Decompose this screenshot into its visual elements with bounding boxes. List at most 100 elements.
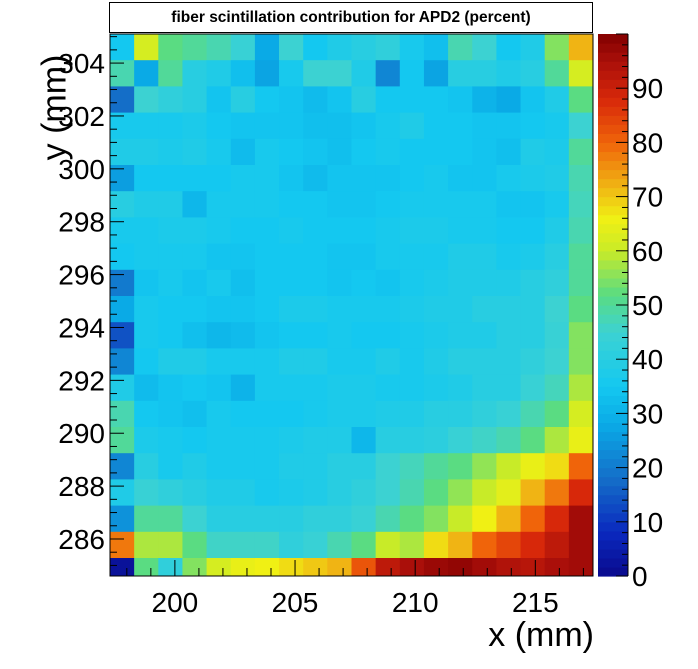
heatmap-cell bbox=[230, 60, 256, 87]
heatmap-cell bbox=[254, 453, 280, 480]
heatmap-cell bbox=[182, 427, 208, 454]
heatmap-cell bbox=[230, 558, 256, 576]
heatmap-cell bbox=[496, 243, 522, 271]
heatmap-cell bbox=[544, 86, 570, 114]
colorbar-band bbox=[598, 106, 628, 116]
heatmap-cell bbox=[520, 400, 546, 428]
heatmap-cell bbox=[279, 531, 304, 559]
heatmap-cell bbox=[544, 348, 570, 376]
colorbar-tick-label: 40 bbox=[632, 344, 663, 375]
heatmap-cell bbox=[399, 243, 425, 271]
heatmap-cell bbox=[472, 531, 497, 559]
heatmap-cell bbox=[279, 217, 304, 245]
heatmap-cell bbox=[206, 531, 232, 559]
heatmap-cell bbox=[423, 243, 449, 271]
heatmap-cell bbox=[448, 112, 473, 140]
y-tick-label: 298 bbox=[58, 207, 105, 238]
heatmap-cell bbox=[399, 138, 425, 166]
heatmap-cell bbox=[351, 60, 377, 87]
colorbar-band bbox=[598, 521, 628, 532]
heatmap-cell bbox=[303, 296, 328, 323]
heatmap-cell bbox=[230, 243, 256, 271]
heatmap-cell bbox=[158, 296, 183, 323]
colorbar-band bbox=[598, 79, 628, 89]
y-tick-label: 300 bbox=[58, 154, 105, 185]
heatmap-cell bbox=[351, 427, 377, 454]
heatmap-cell bbox=[327, 322, 352, 349]
colorbar-band bbox=[598, 196, 628, 207]
heatmap-cell bbox=[303, 60, 328, 87]
colorbar-tick-label: 30 bbox=[632, 398, 663, 429]
heatmap-cell bbox=[110, 558, 135, 576]
heatmap-cell bbox=[182, 165, 208, 192]
x-tick-label: 205 bbox=[272, 587, 319, 618]
heatmap-cell bbox=[182, 374, 208, 402]
colorbar-band bbox=[598, 458, 628, 469]
heatmap-cell bbox=[206, 453, 232, 480]
heatmap-cell bbox=[303, 138, 328, 166]
heatmap-cell bbox=[206, 34, 232, 61]
heatmap-cell bbox=[496, 322, 522, 349]
heatmap-cell bbox=[496, 427, 522, 454]
heatmap-cell bbox=[303, 479, 328, 507]
heatmap-cell bbox=[134, 60, 159, 87]
heatmap-cell bbox=[351, 112, 377, 140]
heatmap-cell bbox=[423, 112, 449, 140]
heatmap-cell bbox=[448, 243, 473, 271]
heatmap-cell bbox=[254, 191, 280, 218]
heatmap-cell bbox=[472, 296, 497, 323]
heatmap-cell bbox=[134, 191, 159, 218]
heatmap-cell bbox=[496, 138, 522, 166]
heatmap-cell bbox=[254, 427, 280, 454]
heatmap-cell bbox=[279, 348, 304, 376]
heatmap-cell bbox=[206, 400, 232, 428]
heatmap-cell bbox=[448, 400, 473, 428]
heatmap-cell bbox=[448, 558, 473, 576]
heatmap-cell bbox=[375, 374, 401, 402]
heatmap-cell bbox=[520, 86, 546, 114]
colorbar-band bbox=[598, 187, 628, 198]
heatmap-cell bbox=[423, 138, 449, 166]
heatmap-cell bbox=[375, 86, 401, 114]
heatmap-cell bbox=[544, 165, 570, 192]
heatmap-cell bbox=[110, 34, 135, 61]
heatmap-cell bbox=[520, 374, 546, 402]
heatmap-cell bbox=[423, 374, 449, 402]
heatmap-cell bbox=[158, 374, 183, 402]
heatmap-cell bbox=[472, 558, 497, 576]
heatmap-cell bbox=[206, 322, 232, 349]
heatmap-cell bbox=[399, 165, 425, 192]
heatmap-cell bbox=[472, 374, 497, 402]
colorbar-band bbox=[598, 205, 628, 216]
heatmap-cell bbox=[230, 505, 256, 533]
colorbar-band bbox=[598, 133, 628, 143]
heatmap-cell bbox=[279, 165, 304, 192]
heatmap-cell bbox=[448, 296, 473, 323]
heatmap-cell bbox=[568, 479, 594, 507]
heatmap-cell bbox=[568, 112, 594, 140]
heatmap-cell bbox=[568, 86, 594, 114]
heatmap-cell bbox=[110, 374, 135, 402]
colorbar-band bbox=[598, 295, 628, 306]
heatmap-cell bbox=[351, 479, 377, 507]
heatmap-cell bbox=[230, 400, 256, 428]
heatmap-cell bbox=[303, 112, 328, 140]
colorbar-band bbox=[598, 314, 628, 324]
heatmap-cell bbox=[423, 531, 449, 559]
heatmap-cell bbox=[182, 112, 208, 140]
heatmap-cell bbox=[568, 374, 594, 402]
colorbar-band bbox=[598, 88, 628, 98]
heatmap-cell bbox=[351, 531, 377, 559]
heatmap-cell bbox=[351, 400, 377, 428]
heatmap-cell bbox=[303, 165, 328, 192]
heatmap-cell bbox=[134, 348, 159, 376]
heatmap-cell bbox=[158, 243, 183, 271]
heatmap-cell bbox=[496, 112, 522, 140]
heatmap-cell bbox=[327, 138, 352, 166]
heatmap-cell bbox=[448, 269, 473, 297]
heatmap-cell bbox=[544, 453, 570, 480]
heatmap-cell bbox=[568, 558, 594, 576]
heatmap-cell bbox=[182, 453, 208, 480]
heatmap-cell bbox=[472, 217, 497, 245]
heatmap-cell bbox=[423, 505, 449, 533]
